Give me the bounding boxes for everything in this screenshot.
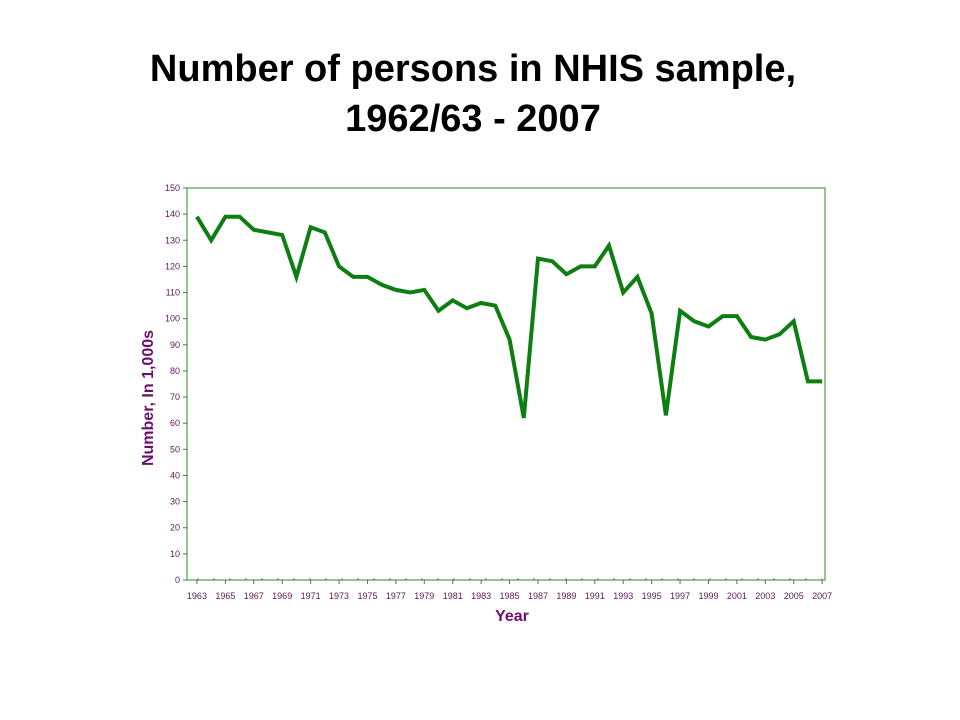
x-tick-label: 1971 [301,591,321,601]
x-tick-label: 1979 [414,591,434,601]
x-tick-label: 1999 [698,591,718,601]
series-line-1 [195,214,823,419]
y-tick-label: 100 [165,314,180,324]
x-tick-label: 1973 [329,591,349,601]
x-tick-label: 1989 [556,591,576,601]
y-tick-label: 130 [165,235,180,245]
chart-title: Number of persons in NHIS sample, 1962/6… [0,44,946,144]
y-tick-label: 60 [170,418,180,428]
plot-frame [186,187,826,581]
y-tick-label: 90 [170,340,180,350]
x-tick-label: 1983 [471,591,491,601]
x-tick-label: 1997 [670,591,690,601]
chart-title-line1: Number of persons in NHIS sample, [149,48,797,90]
x-tick-label: 1967 [244,591,264,601]
x-tick-label: 2003 [755,591,775,601]
x-tick-label: 2001 [727,591,747,601]
y-tick-label: 120 [165,261,180,271]
x-tick-label: 1965 [215,591,235,601]
y-tick-label: 10 [170,549,180,559]
x-tick-label: 1993 [613,591,633,601]
y-axis-label: Number, In 1,000s [140,330,157,466]
x-tick-label: 1985 [500,591,520,601]
y-tick-label: 70 [170,392,180,402]
y-tick-label: 20 [170,523,180,533]
x-tick-label: 1975 [357,591,377,601]
y-tick-label: 80 [170,366,180,376]
x-axis: 1963 1965 1967 1969 1971 1973 1975 1977 1979 1981… [187,580,832,601]
x-tick-label: 2005 [784,591,804,601]
y-tick-label: 140 [165,209,180,219]
y-tick-label: 150 [165,183,180,193]
x-tick-label: 1977 [386,591,406,601]
y-tick-label: 40 [170,470,180,480]
x-tick-label: 1969 [272,591,292,601]
y-tick-label: 110 [166,288,180,298]
x-tick-label: 1963 [187,591,207,601]
x-axis-label: Year [495,608,529,625]
chart-title-line2: 1962/63 - 2007 [345,98,601,140]
y-tick-label: 0 [175,575,180,585]
y-axis: 0 10 20 30 40 50 60 70 80 90 100 110 120 130 140 150 [165,183,187,585]
x-tick-label: 1987 [528,591,548,601]
series-group [195,214,823,419]
y-tick-label: 30 [170,497,180,507]
y-tick-label: 50 [170,444,180,454]
x-tick-label: 2007 [812,591,832,601]
x-tick-label: 1981 [443,591,463,601]
x-tick-label: 1991 [585,591,605,601]
x-tick-label: 1995 [642,591,662,601]
